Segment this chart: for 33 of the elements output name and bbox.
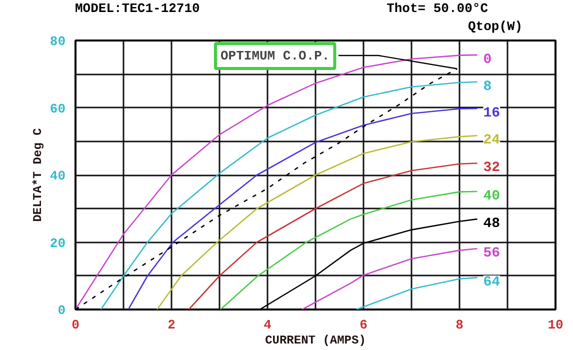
line-series — [356, 276, 478, 310]
chart-subtitle: Thot= 50.00°C — [386, 1, 488, 17]
legend-title: Qtop(W) — [468, 19, 523, 35]
line-series — [100, 81, 478, 310]
y-tick-label: 60 — [50, 101, 66, 116]
line-series — [156, 135, 478, 310]
y-tick-label: 40 — [50, 168, 66, 184]
series-label: 8 — [483, 78, 492, 95]
series-label: 32 — [483, 160, 500, 176]
y-tick-label: 20 — [50, 236, 66, 251]
line-series — [128, 108, 478, 310]
series-label: 48 — [483, 216, 500, 232]
series-label: 40 — [483, 188, 500, 204]
x-axis-title: CURRENT (AMPS) — [265, 334, 366, 348]
x-tick-label: 10 — [548, 318, 564, 332]
line-series — [188, 162, 478, 310]
x-tick-label: 6 — [360, 318, 368, 332]
x-tick-label: 8 — [456, 318, 464, 332]
line-series — [220, 190, 478, 310]
y-axis-title: DELTA*T Deg C — [30, 128, 45, 222]
line-series — [301, 248, 478, 310]
text: OPTIMUM C.O.P. — [220, 48, 330, 64]
y-tick-label: 80 — [50, 34, 66, 49]
x-tick-label: 2 — [168, 318, 176, 332]
series-label: 16 — [483, 105, 500, 122]
x-tick-label: 4 — [264, 318, 272, 332]
chart-title: MODEL:TEC1-12710 — [75, 1, 200, 17]
y-tick-label: 0 — [58, 303, 66, 318]
series-label: 24 — [483, 132, 500, 149]
x-tick-label: 0 — [72, 318, 80, 332]
series-label: 0 — [483, 52, 492, 68]
series-label: 64 — [483, 274, 500, 291]
series-label: 56 — [483, 246, 500, 262]
